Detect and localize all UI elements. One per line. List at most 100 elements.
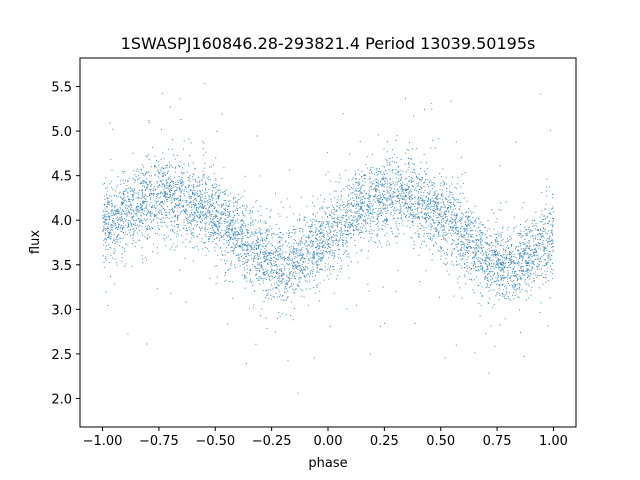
scatter-point (372, 167, 374, 168)
scatter-point (314, 224, 316, 226)
scatter-point (110, 224, 112, 226)
scatter-point (508, 247, 509, 249)
scatter-point (348, 256, 350, 258)
scatter-point (137, 197, 139, 199)
scatter-point (503, 248, 505, 250)
scatter-point (152, 219, 154, 221)
scatter-point (232, 234, 234, 236)
scatter-point (271, 250, 273, 251)
scatter-point (352, 197, 353, 199)
scatter-point (183, 227, 185, 229)
scatter-point (386, 244, 388, 246)
scatter-point (211, 221, 212, 223)
scatter-point (529, 231, 531, 233)
scatter-point (280, 257, 282, 259)
scatter-point (498, 235, 500, 237)
scatter-point (271, 233, 273, 235)
scatter-point (230, 224, 232, 226)
scatter-point (122, 225, 124, 227)
scatter-point (442, 189, 443, 191)
scatter-point (365, 230, 367, 232)
scatter-point (259, 271, 260, 273)
scatter-point (473, 292, 475, 294)
scatter-point (161, 167, 163, 169)
scatter-point (166, 185, 168, 186)
scatter-point (160, 210, 162, 212)
scatter-point (418, 228, 420, 230)
scatter-point (131, 190, 133, 192)
scatter-point (394, 161, 395, 163)
scatter-point (507, 240, 509, 242)
scatter-point (303, 274, 305, 276)
scatter-point (367, 222, 368, 224)
scatter-point (133, 179, 135, 181)
scatter-point (260, 219, 262, 221)
scatter-point (551, 226, 553, 228)
scatter-point (279, 232, 281, 233)
scatter-point (308, 244, 310, 246)
scatter-point (514, 275, 516, 277)
scatter-point (412, 215, 414, 217)
scatter-point (293, 254, 295, 256)
scatter-point (264, 245, 266, 247)
scatter-point (500, 236, 502, 238)
scatter-point (192, 178, 194, 180)
scatter-point (476, 251, 478, 253)
scatter-point (266, 238, 268, 239)
scatter-point (153, 214, 155, 216)
scatter-point (482, 259, 484, 261)
scatter-point (299, 239, 301, 241)
scatter-point (185, 246, 187, 248)
scatter-point (474, 250, 476, 252)
scatter-point (253, 253, 255, 255)
scatter-point (190, 196, 192, 198)
scatter-point (455, 217, 457, 219)
scatter-point (342, 253, 344, 255)
scatter-point (161, 186, 163, 188)
scatter-point (194, 193, 196, 195)
scatter-point (406, 149, 408, 151)
scatter-point (406, 195, 407, 197)
scatter-point (358, 210, 360, 212)
scatter-point (411, 210, 413, 211)
scatter-point (171, 216, 173, 218)
scatter-point (542, 254, 544, 256)
scatter-point (233, 223, 235, 225)
scatter-point (127, 191, 129, 193)
scatter-point (150, 185, 152, 187)
scatter-point (219, 195, 220, 197)
scatter-point (111, 210, 113, 212)
scatter-point (248, 237, 250, 238)
scatter-point (195, 180, 197, 182)
scatter-point (472, 251, 474, 253)
scatter-point (246, 204, 248, 206)
scatter-point (531, 281, 533, 283)
scatter-point (384, 180, 386, 182)
scatter-point (106, 219, 108, 220)
scatter-point (422, 182, 424, 184)
scatter-point (172, 138, 174, 140)
scatter-point (136, 206, 137, 208)
scatter-point (384, 198, 386, 200)
scatter-point (252, 206, 254, 208)
scatter-point (367, 257, 369, 259)
scatter-point (117, 196, 119, 198)
scatter-point (134, 182, 136, 184)
scatter-point (172, 210, 174, 212)
scatter-point (453, 247, 455, 249)
scatter-point (102, 183, 104, 185)
scatter-point (179, 179, 181, 181)
scatter-point (533, 278, 535, 279)
scatter-point (381, 183, 383, 185)
scatter-point (291, 252, 293, 254)
scatter-point (496, 218, 498, 220)
scatter-point (380, 211, 382, 213)
scatter-point (439, 209, 441, 211)
scatter-point (386, 197, 388, 199)
scatter-point (276, 251, 278, 253)
scatter-point (171, 190, 172, 192)
scatter-point (362, 209, 363, 211)
scatter-point (177, 197, 179, 199)
scatter-point (332, 242, 334, 244)
scatter-point (484, 278, 486, 280)
